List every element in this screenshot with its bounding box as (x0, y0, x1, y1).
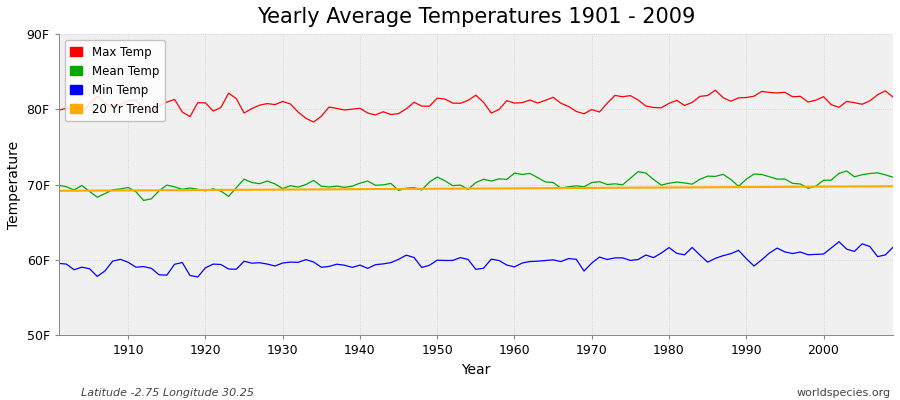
X-axis label: Year: Year (461, 363, 491, 377)
Max Temp (285, 102, 296, 106)
Line: Max Temp: Max Temp (58, 90, 893, 122)
Text: worldspecies.org: worldspecies.org (796, 388, 891, 398)
Mean Temp (517, 172, 527, 177)
20 Yr Trend (501, 186, 512, 191)
Max Temp (53, 108, 64, 112)
Max Temp (609, 93, 620, 98)
Min Temp (509, 264, 520, 269)
Max Temp (308, 120, 319, 124)
Legend: Max Temp, Mean Temp, Min Temp, 20 Yr Trend: Max Temp, Mean Temp, Min Temp, 20 Yr Tre… (65, 40, 165, 122)
Max Temp (710, 88, 721, 92)
Mean Temp (53, 183, 64, 188)
Mean Temp (887, 175, 898, 180)
Min Temp (517, 261, 527, 266)
20 Yr Trend (509, 186, 520, 191)
Text: Latitude -2.75 Longitude 30.25: Latitude -2.75 Longitude 30.25 (81, 388, 254, 398)
20 Yr Trend (115, 188, 126, 193)
Line: 20 Yr Trend: 20 Yr Trend (58, 186, 893, 191)
Min Temp (609, 256, 620, 260)
Line: Mean Temp: Mean Temp (58, 171, 893, 200)
Min Temp (833, 239, 844, 244)
20 Yr Trend (53, 188, 64, 193)
Line: Min Temp: Min Temp (58, 242, 893, 277)
20 Yr Trend (331, 187, 342, 192)
Y-axis label: Temperature: Temperature (7, 141, 21, 229)
20 Yr Trend (602, 186, 613, 190)
Mean Temp (139, 198, 149, 203)
Max Temp (509, 101, 520, 106)
Max Temp (517, 100, 527, 105)
Mean Temp (339, 185, 350, 190)
20 Yr Trend (887, 184, 898, 189)
Max Temp (115, 102, 126, 107)
Min Temp (292, 260, 303, 265)
Min Temp (339, 263, 350, 268)
Min Temp (115, 257, 126, 262)
Min Temp (53, 261, 64, 266)
Mean Temp (842, 168, 852, 173)
20 Yr Trend (285, 187, 296, 192)
Min Temp (193, 274, 203, 279)
Max Temp (887, 95, 898, 100)
Min Temp (887, 245, 898, 250)
Mean Temp (292, 185, 303, 190)
Mean Temp (609, 182, 620, 186)
Mean Temp (115, 186, 126, 191)
Max Temp (339, 108, 350, 112)
Title: Yearly Average Temperatures 1901 - 2009: Yearly Average Temperatures 1901 - 2009 (256, 7, 695, 27)
Mean Temp (509, 171, 520, 176)
